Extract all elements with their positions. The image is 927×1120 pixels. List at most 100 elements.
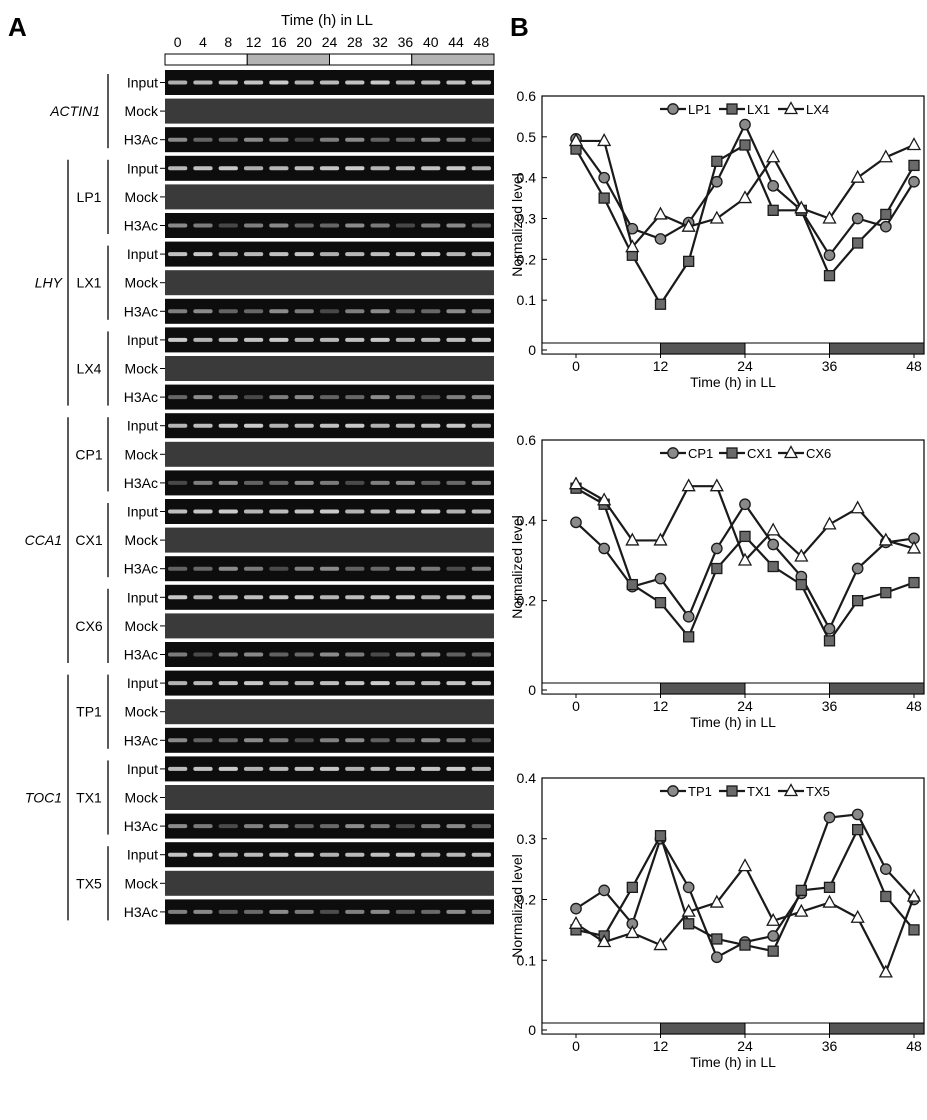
gel-band [218,909,238,914]
data-point [851,212,864,225]
time-label: 32 [372,34,388,50]
legend-label: TX1 [747,784,771,799]
gel-strip [165,441,494,467]
gel-band [421,80,441,85]
gel-band [345,566,365,571]
data-point [822,210,837,224]
light-dark-bar-segment [829,342,925,355]
row-label: Input [127,418,158,434]
gel-band [243,166,264,171]
gel-band [218,223,238,228]
x-tick-label: 36 [822,698,838,714]
data-point [626,578,638,591]
row-label: H3Ac [124,732,158,748]
gel-band [421,595,441,600]
data-point [879,220,892,233]
gel-band [269,852,289,857]
gel-band [294,738,314,743]
x-tick-label: 0 [572,358,580,374]
data-point [681,903,696,917]
row-label: Mock [125,532,159,548]
data-point [625,925,640,939]
data-point [654,572,667,585]
legend-label: LX1 [747,102,770,117]
gel-band [193,852,213,857]
row-label: Input [127,75,158,91]
gel-band [243,766,264,771]
gel-band [395,824,416,829]
gel-band [168,738,188,743]
gel-strip [165,527,494,553]
time-label: 0 [174,34,182,50]
gel-band [345,395,365,400]
gel-band [294,824,314,829]
gel-band [243,480,264,485]
gel-band [218,766,238,771]
gel-band [319,337,340,342]
data-point [739,530,751,543]
amplicon-label: CX6 [75,618,102,634]
data-point [766,912,781,926]
gel-band [345,137,365,142]
legend-label: LX4 [806,102,829,117]
gene-label: LHY [35,275,64,291]
amplicon-label: LP1 [77,189,102,205]
gel-band [471,852,491,857]
gel-band [193,566,213,571]
gel-band [395,480,416,485]
gel-band [421,652,441,657]
y-tick-label: 0 [528,1022,536,1038]
time-label: 40 [423,34,439,50]
data-point [709,210,724,224]
gel-band [243,566,264,571]
light-dark-bar-segment [246,53,330,66]
gel-band [471,223,491,228]
gel-strip [165,785,494,810]
data-point [682,610,695,623]
data-point [767,560,779,573]
gel-band [269,824,289,829]
gel-band [446,766,466,771]
gel-band [243,252,264,257]
data-point [739,139,751,151]
data-point [794,903,809,917]
gel-band [193,681,213,686]
gel-band [243,223,264,228]
data-point [908,159,920,172]
row-label: Input [127,332,158,348]
gel-band [319,137,340,142]
gel-band [421,766,441,771]
gel-band [446,223,466,228]
data-point [568,133,584,147]
time-label: 36 [398,34,414,50]
gel-band [269,395,289,400]
gel-band [193,309,213,314]
row-label: Mock [125,361,159,377]
y-tick-label: 0 [528,682,536,698]
gel-band [269,566,289,571]
gel-band [395,423,416,428]
gel-band [471,909,491,914]
data-point [681,478,696,492]
amplicon-label: CP1 [75,446,102,462]
data-point [794,548,809,562]
gel-band [269,681,289,686]
row-label: H3Ac [124,303,158,319]
gel-band [294,137,314,142]
light-dark-bar-segment [829,682,925,695]
gel-band [168,480,188,485]
gel-band [168,681,188,686]
amplicon-label: TX1 [76,790,102,806]
x-tick-label: 24 [737,358,753,374]
plot-frame [541,777,925,1035]
gel-band [446,852,466,857]
y-tick-label: 0.6 [517,432,537,448]
gel-band [370,480,390,485]
gel-band [471,824,491,829]
chart-2: 0 0.2 0.4 0.6 0 12 24 36 48 Time (h) in LL Normali… [509,432,925,730]
amplicon-label: CX1 [75,532,102,548]
x-tick-label: 0 [572,698,580,714]
gel-band [193,509,213,514]
gel-band [269,80,289,85]
gel-band [471,652,491,657]
